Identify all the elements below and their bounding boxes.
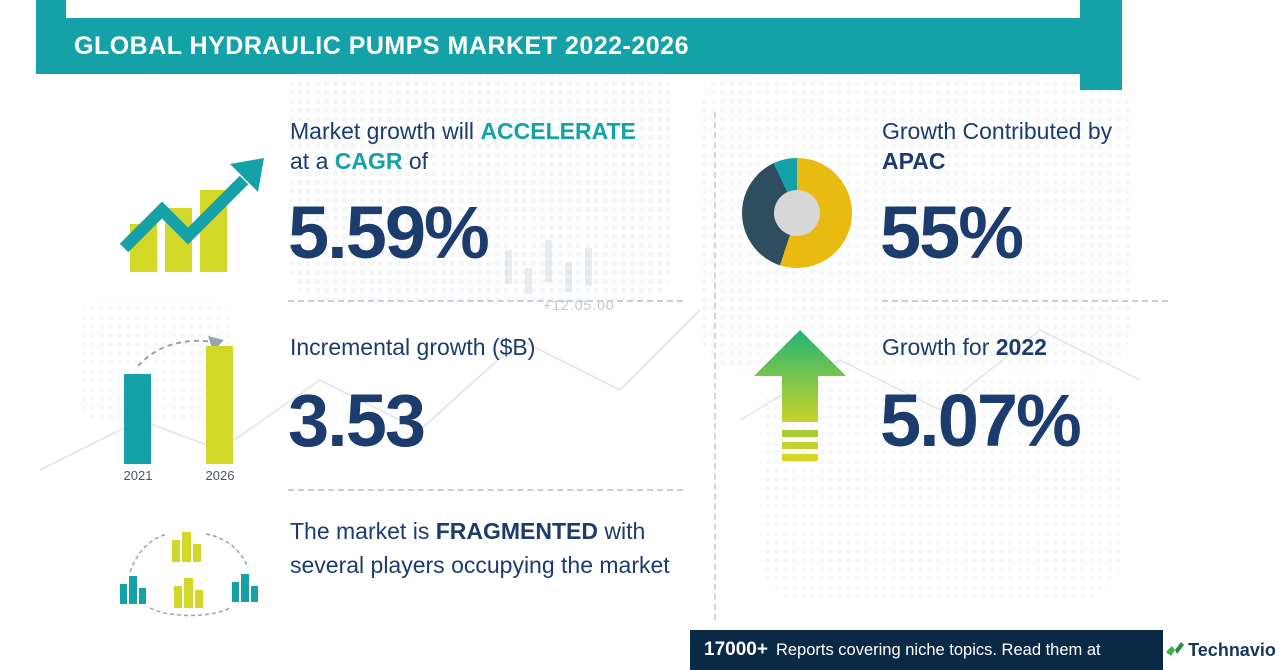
year-2022-highlight: 2022 bbox=[995, 334, 1047, 360]
growth-2022-value: 5.07% bbox=[880, 379, 1082, 462]
accelerate-highlight: ACCELERATE bbox=[480, 118, 636, 144]
separator bbox=[288, 300, 683, 302]
fragmentation-suffix: with several players occupying the marke… bbox=[290, 518, 670, 578]
apac-label: APAC bbox=[882, 148, 946, 174]
apac-share-value: 55% bbox=[880, 191, 1024, 274]
growth-2022-label: Growth for 2022 bbox=[882, 332, 1047, 362]
cagr-suffix: of bbox=[402, 148, 429, 174]
incremental-bars-icon: 2021 2026 bbox=[118, 336, 250, 488]
cagr-line: at a CAGR of bbox=[290, 146, 428, 176]
apac-growth-line: Growth Contributed by bbox=[882, 118, 1113, 144]
fragmented-highlight: FRAGMENTED bbox=[435, 518, 598, 544]
fragmented-market-icon bbox=[110, 522, 270, 627]
footer-text: Reports covering niche topics. Read them… bbox=[775, 640, 1101, 659]
cagr-value: 5.59% bbox=[288, 191, 490, 274]
growth-2022-prefix: Growth for bbox=[882, 334, 996, 360]
donut-hole bbox=[774, 190, 820, 236]
fragmentation-prefix: The market is bbox=[290, 518, 436, 544]
bar-label-2021: 2021 bbox=[123, 468, 153, 483]
separator bbox=[882, 300, 1168, 302]
up-arrow-icon bbox=[754, 330, 846, 473]
technavio-logo: Technavio bbox=[1163, 630, 1279, 670]
column-divider bbox=[714, 112, 716, 620]
separator bbox=[288, 489, 683, 491]
apac-donut-icon bbox=[742, 158, 852, 268]
cagr-prefix: at a bbox=[290, 148, 335, 174]
incremental-growth-label: Incremental growth ($B) bbox=[290, 334, 536, 360]
footer-bar: 17000+ Reports covering niche topics. Re… bbox=[690, 630, 1163, 670]
cagr-highlight: CAGR bbox=[334, 148, 403, 174]
bar-label-2026: 2026 bbox=[205, 468, 235, 483]
growth-trend-icon bbox=[118, 152, 268, 277]
incremental-growth-value: 3.53 bbox=[288, 379, 426, 462]
technavio-logo-mark bbox=[1166, 642, 1185, 656]
footer-count: 17000+ bbox=[704, 639, 768, 660]
fragmentation-text: The market is FRAGMENTED with several pl… bbox=[290, 514, 690, 582]
header-bar: GLOBAL HYDRAULIC PUMPS MARKET 2022-2026 bbox=[36, 18, 1122, 74]
market-growth-line: Market growth will ACCELERATE bbox=[290, 116, 636, 146]
page-title: GLOBAL HYDRAULIC PUMPS MARKET 2022-2026 bbox=[74, 31, 689, 60]
market-growth-text: Market growth will bbox=[290, 118, 481, 144]
technavio-logo-text: Technavio bbox=[1188, 639, 1276, 660]
